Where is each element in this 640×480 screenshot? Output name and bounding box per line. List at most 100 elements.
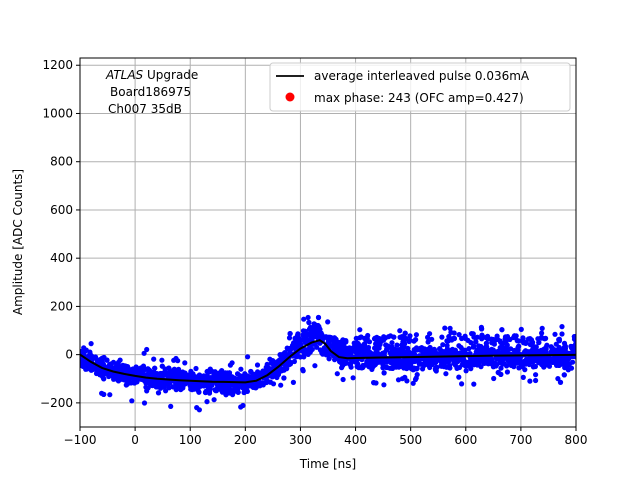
sample-point	[416, 361, 422, 367]
sample-point	[541, 361, 548, 367]
sample-point	[527, 378, 533, 384]
sample-point	[381, 370, 387, 376]
sample-point	[532, 363, 539, 370]
sample-point	[109, 371, 115, 377]
sample-point	[389, 340, 395, 346]
sample-point	[358, 334, 364, 340]
sample-point	[371, 363, 377, 369]
sample-point	[474, 347, 480, 353]
sample-point	[357, 327, 363, 333]
sample-point	[499, 327, 505, 333]
sample-point	[316, 326, 322, 332]
sample-point	[204, 399, 210, 405]
sample-point	[539, 325, 545, 331]
sample-point	[361, 351, 367, 358]
sample-point	[566, 361, 573, 367]
sample-point	[254, 381, 260, 387]
sample-point	[545, 355, 551, 361]
sample-point	[238, 366, 244, 372]
sample-point	[495, 356, 501, 362]
sample-point	[394, 342, 400, 348]
sample-point	[411, 338, 417, 344]
y-tick-label: 1200	[42, 58, 73, 72]
sample-point	[420, 351, 426, 357]
sample-point	[229, 360, 235, 366]
sample-point	[511, 333, 518, 339]
annotation-text: ATLAS Upgrade Board186975 Ch007 35dB	[105, 68, 198, 116]
sample-point	[319, 350, 325, 356]
sample-point	[498, 371, 504, 377]
sample-point	[141, 400, 148, 406]
sample-point	[491, 375, 497, 382]
sample-point	[267, 366, 273, 372]
sample-point	[168, 403, 174, 409]
sample-point	[479, 326, 485, 332]
x-tick-label: 600	[454, 433, 477, 447]
sample-point	[568, 365, 575, 371]
sample-point	[462, 335, 468, 341]
sample-point	[463, 368, 469, 374]
sample-point	[429, 361, 435, 367]
sample-point	[213, 388, 220, 394]
sample-point	[530, 359, 536, 365]
sample-point	[159, 363, 165, 369]
sample-point	[241, 389, 247, 396]
sample-point	[248, 368, 254, 375]
sample-point	[405, 363, 411, 369]
sample-point	[395, 377, 402, 383]
axes-frame	[79, 57, 577, 428]
sample-point	[439, 334, 445, 340]
sample-point	[539, 330, 545, 336]
sample-point	[101, 391, 107, 397]
sample-point	[389, 365, 396, 371]
sample-point	[145, 366, 151, 372]
sample-point	[217, 373, 223, 379]
sample-point	[198, 381, 204, 387]
y-axis-label: Amplitude [ADC Counts]	[11, 169, 25, 315]
sample-point	[478, 364, 484, 370]
sample-point	[471, 362, 477, 368]
x-axis-label: Time [ns]	[299, 457, 356, 471]
sample-point	[170, 384, 176, 390]
sample-point	[286, 361, 292, 367]
sample-point	[553, 361, 559, 367]
sample-point	[425, 339, 431, 345]
sample-point	[175, 383, 181, 389]
sample-point	[282, 364, 288, 370]
sample-point	[260, 380, 266, 386]
sample-point	[513, 358, 519, 364]
sample-point	[559, 324, 565, 330]
sample-point	[558, 357, 564, 363]
sample-point	[340, 352, 346, 358]
sample-point	[491, 360, 497, 366]
sample-point	[557, 348, 564, 354]
sample-point	[312, 363, 318, 369]
sample-point	[531, 347, 537, 353]
sample-point	[417, 345, 423, 351]
sample-point	[104, 357, 110, 363]
sample-point	[498, 365, 504, 371]
sample-point	[209, 382, 215, 388]
sample-point	[466, 346, 472, 352]
sample-point	[267, 356, 273, 362]
sample-point	[144, 346, 150, 353]
sample-point	[254, 362, 261, 368]
sample-point	[333, 336, 339, 342]
sample-point	[80, 359, 84, 365]
sample-point	[514, 338, 520, 344]
legend-dot-marker	[285, 92, 295, 102]
y-tick-label: 1000	[42, 106, 73, 120]
sample-point	[291, 358, 297, 365]
sample-point	[181, 375, 187, 381]
sample-point	[516, 343, 522, 349]
sample-point	[240, 382, 247, 388]
average-pulse-series	[80, 339, 576, 384]
sample-point	[281, 375, 287, 381]
sample-point	[552, 331, 558, 337]
sample-point	[456, 374, 462, 380]
sample-point	[456, 332, 462, 338]
y-tick-label: 600	[50, 203, 73, 217]
sample-point	[352, 341, 358, 347]
sample-point	[459, 381, 465, 387]
